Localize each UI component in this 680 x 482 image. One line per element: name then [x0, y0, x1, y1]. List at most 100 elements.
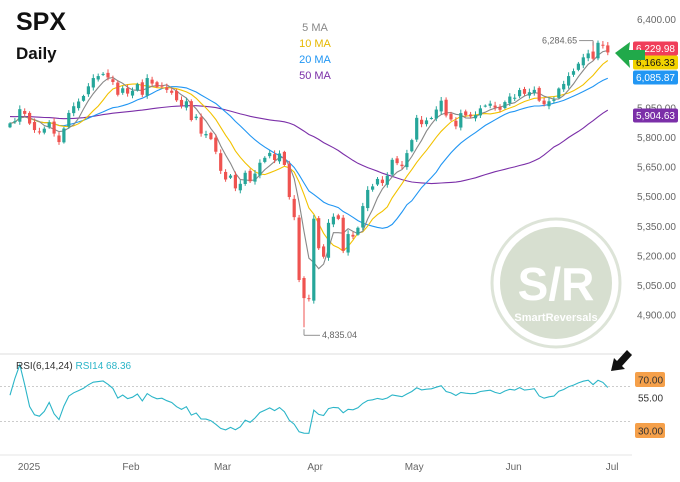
candle-body — [586, 53, 590, 59]
candle-body — [557, 88, 561, 98]
x-month-label: 2025 — [18, 462, 41, 473]
y-tick-label: 5,050.00 — [637, 281, 676, 292]
candle-body — [130, 90, 135, 96]
candle-body — [145, 78, 149, 96]
x-month-label: May — [405, 462, 424, 473]
price-badge-text: 6,085.87 — [636, 73, 675, 84]
candle-body — [297, 217, 301, 280]
candle-body — [170, 90, 174, 93]
candle-body — [126, 88, 130, 94]
candle-body — [380, 179, 384, 184]
candle-body — [233, 174, 237, 189]
candle-body — [228, 175, 233, 178]
candle-body — [37, 131, 41, 133]
candle-body — [165, 87, 169, 90]
20-ma-line — [9, 77, 609, 229]
candle-body — [552, 99, 556, 101]
candle-body — [522, 88, 527, 94]
candle-body — [106, 72, 110, 78]
candle-body — [400, 164, 404, 167]
candle-body — [111, 79, 115, 82]
y-tick-label: 5,350.00 — [637, 222, 676, 233]
interval-label: Daily — [16, 44, 57, 63]
candle-body — [498, 106, 502, 110]
10-ma-line — [9, 60, 609, 252]
x-month-label: Jul — [606, 462, 619, 473]
candle-body — [415, 117, 419, 140]
candle-body — [351, 234, 355, 237]
ticker-title: SPX — [16, 8, 67, 36]
candle-body — [268, 152, 272, 157]
rsi-header: RSI(6,14,24) RSI14 68.36 — [16, 361, 131, 372]
candle-body — [410, 140, 414, 152]
rsi-tick-badge — [635, 372, 665, 387]
candle-body — [567, 76, 571, 86]
candle-body — [62, 128, 66, 143]
candle-body — [96, 76, 100, 80]
candle-body — [488, 103, 492, 106]
price-badge-text: 6,166.33 — [636, 58, 675, 69]
candle-body — [366, 189, 370, 209]
candle-body — [155, 82, 159, 87]
candle-body — [424, 120, 429, 125]
candle-body — [52, 121, 56, 134]
candle-body — [571, 71, 576, 75]
candle-body — [150, 79, 154, 84]
ma-legend: 5 MA 10 MA 20 MA 50 MA — [290, 20, 340, 84]
high-annotation: 6,284.65 — [542, 36, 577, 46]
candle-body — [248, 170, 252, 182]
x-month-label: Apr — [307, 462, 323, 473]
legend-20ma: 20 MA — [299, 54, 331, 66]
candle-body — [601, 44, 605, 46]
candle-body — [194, 116, 198, 119]
candle-body — [346, 234, 350, 253]
candle-body — [459, 113, 463, 128]
x-month-label: Feb — [122, 462, 140, 473]
candle-body — [13, 121, 17, 123]
candle-body — [420, 119, 424, 125]
candle-body — [439, 100, 443, 112]
watermark-logo: S/R SmartReversals — [490, 217, 622, 349]
candlesticks — [8, 40, 610, 328]
candle-body — [47, 122, 51, 127]
candle-body — [518, 90, 522, 97]
candle-body — [199, 117, 203, 134]
candle-body — [282, 151, 286, 165]
candle-body — [91, 78, 95, 88]
candle-body — [537, 87, 541, 101]
candle-body — [121, 88, 125, 93]
candle-body — [576, 63, 580, 70]
candle-body — [361, 206, 365, 228]
x-axis: 2025 Feb Mar Apr May Jun Jul — [18, 462, 619, 473]
candle-body — [317, 218, 321, 249]
candle-body — [214, 137, 218, 152]
candle-body — [473, 115, 478, 119]
candle-body — [184, 101, 188, 108]
candle-body — [322, 246, 326, 257]
candle-body — [18, 109, 22, 122]
candle-body — [385, 175, 389, 185]
candle-body — [160, 85, 164, 87]
svg-text:SmartReversals: SmartReversals — [514, 312, 597, 324]
5-ma-line — [9, 50, 608, 270]
y-tick-label: 6,400.00 — [637, 15, 676, 26]
annotations: 6,284.65 4,835.04 — [303, 36, 594, 340]
candle-body — [302, 278, 306, 299]
candle-body — [224, 171, 228, 180]
candle-body — [32, 121, 37, 131]
legend-50ma: 50 MA — [299, 70, 331, 82]
price-badge — [633, 108, 678, 123]
candle-body — [273, 154, 277, 160]
candle-body — [469, 114, 473, 117]
candle-body — [395, 158, 399, 164]
candle-body — [513, 97, 517, 99]
candle-body — [508, 96, 512, 104]
candle-body — [263, 157, 267, 162]
rsi-name: RSI(6,14,24) — [16, 361, 73, 372]
candle-body — [356, 227, 360, 235]
candle-body — [189, 101, 193, 121]
candle-body — [258, 162, 262, 176]
candle-body — [28, 112, 32, 124]
